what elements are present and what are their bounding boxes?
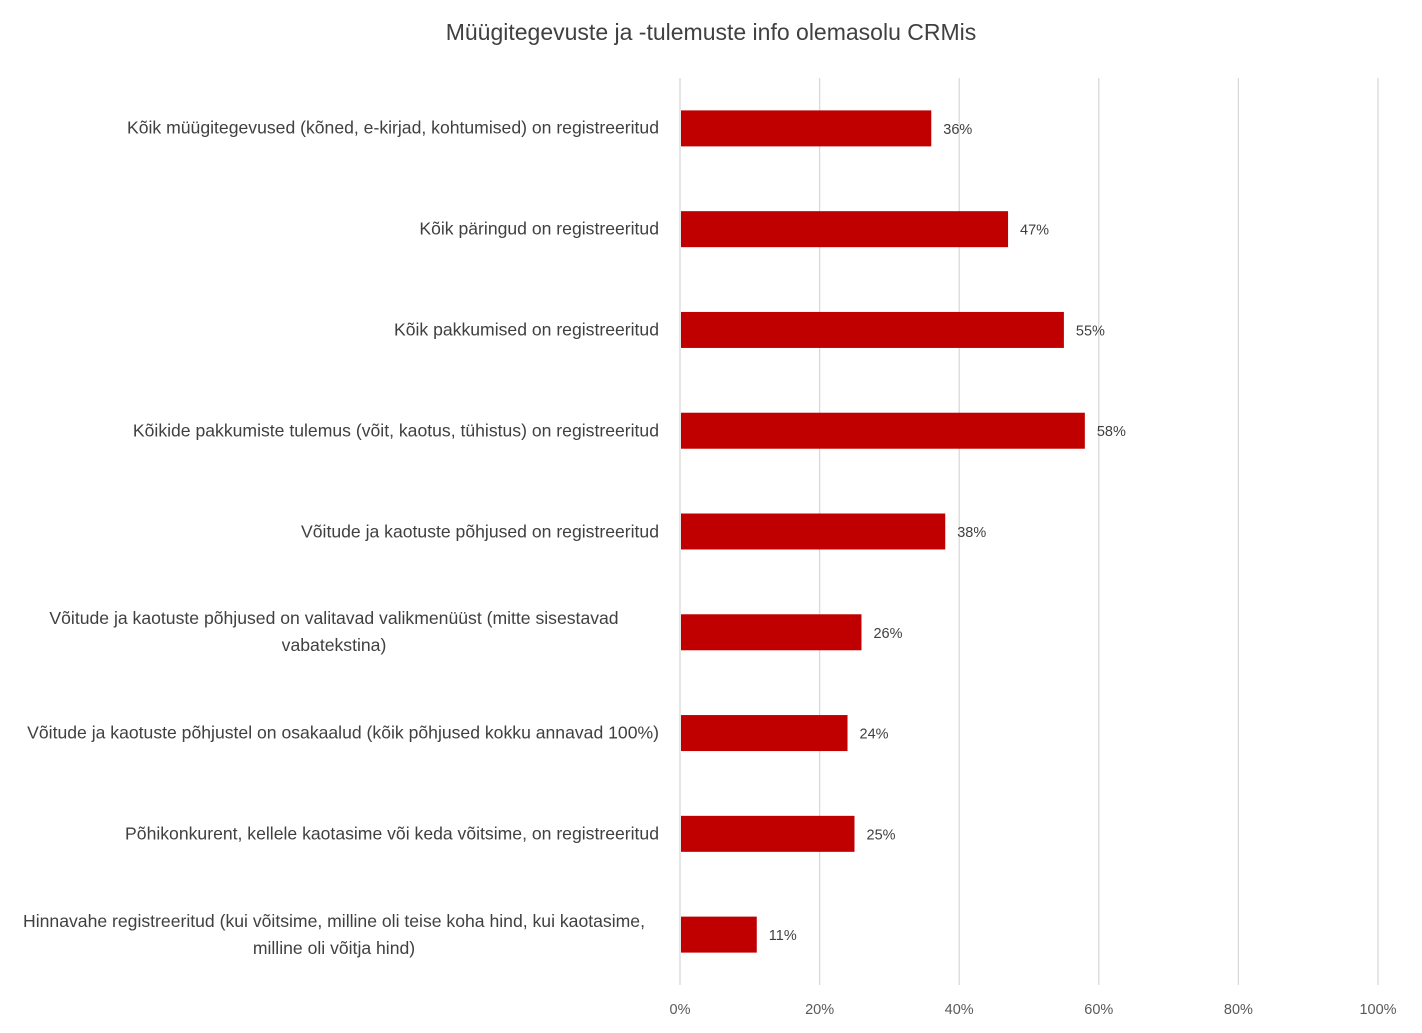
bar bbox=[681, 614, 862, 651]
category-label-text: Võitude ja kaotuste põhjused on registre… bbox=[301, 521, 659, 541]
category-label: Võitude ja kaotuste põhjused on registre… bbox=[9, 518, 659, 545]
category-label-text: Kõik päringud on registreeritud bbox=[419, 218, 659, 239]
data-label: 58% bbox=[1097, 424, 1126, 440]
x-tick-label: 100% bbox=[1359, 1002, 1396, 1018]
x-tick-label: 40% bbox=[945, 1002, 974, 1018]
data-label: 47% bbox=[1020, 223, 1049, 239]
category-label-text: Kõik pakkumised on registreeritud bbox=[393, 319, 659, 340]
category-label: Hinnavahe registreeritud (kui võitsime, … bbox=[9, 908, 659, 962]
x-tick-label: 60% bbox=[1084, 1002, 1113, 1018]
category-label-text: Võitude ja kaotuste põhjused on valitava… bbox=[49, 608, 619, 656]
category-label: Kõikide pakkumiste tulemus (võit, kaotus… bbox=[9, 417, 659, 444]
category-label-text: Võitude ja kaotuste põhjustel on osakaal… bbox=[27, 722, 659, 743]
category-label: Võitude ja kaotuste põhjused on valitava… bbox=[9, 605, 659, 659]
bar bbox=[681, 211, 1009, 248]
category-label: Kõik päringud on registreeritud bbox=[9, 216, 659, 243]
category-label: Kõik pakkumised on registreeritud bbox=[9, 316, 659, 343]
bar bbox=[681, 916, 757, 953]
bar bbox=[681, 311, 1064, 348]
bar bbox=[681, 110, 932, 147]
category-label: Põhikonkurent, kellele kaotasime või ked… bbox=[9, 820, 659, 847]
bar bbox=[681, 513, 946, 550]
category-label: Võitude ja kaotuste põhjustel on osakaal… bbox=[9, 720, 659, 747]
category-label-text: Kõikide pakkumiste tulemus (võit, kaotus… bbox=[132, 420, 659, 441]
category-label-text: Hinnavahe registreeritud (kui võitsime, … bbox=[23, 910, 645, 958]
bar bbox=[681, 815, 855, 852]
x-tick-label: 20% bbox=[805, 1002, 834, 1018]
data-label: 38% bbox=[957, 525, 986, 541]
data-label: 26% bbox=[873, 626, 902, 642]
data-label: 55% bbox=[1076, 323, 1105, 339]
data-label: 36% bbox=[943, 122, 972, 138]
data-label: 11% bbox=[769, 928, 797, 944]
category-label: Kõik müügitegevused (kõned, e-kirjad, ko… bbox=[9, 115, 659, 142]
data-label: 25% bbox=[867, 827, 896, 843]
chart-title: Müügitegevuste ja -tulemuste info olemas… bbox=[445, 19, 977, 45]
x-tick-label: 80% bbox=[1224, 1002, 1253, 1018]
category-label-text: Kõik müügitegevused (kõned, e-kirjad, ko… bbox=[127, 117, 659, 138]
x-tick-label: 0% bbox=[670, 1002, 691, 1018]
bar bbox=[681, 412, 1085, 449]
bar bbox=[681, 715, 848, 752]
category-label-text: Põhikonkurent, kellele kaotasime või ked… bbox=[125, 823, 659, 844]
data-label: 24% bbox=[860, 727, 889, 743]
